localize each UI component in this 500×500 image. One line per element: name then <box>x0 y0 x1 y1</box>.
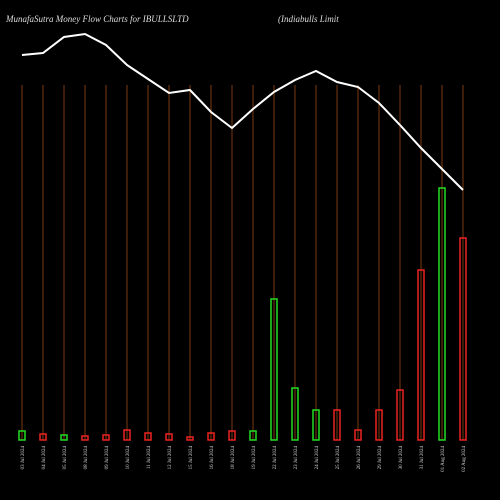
x-tick-label: 12 Jul 2024 <box>168 446 173 470</box>
x-tick-label: 11 Jul 2024 <box>147 446 152 470</box>
x-tick-label: 02 Aug 2024 <box>462 446 467 472</box>
x-tick-label: 18 Jul 2024 <box>231 446 236 470</box>
bar <box>186 436 194 441</box>
x-tick-label: 23 Jul 2024 <box>294 446 299 470</box>
bar <box>207 432 215 441</box>
x-tick-label: 10 Jul 2024 <box>126 446 131 470</box>
x-tick-label: 31 Jul 2024 <box>420 446 425 470</box>
x-tick-label: 09 Jul 2024 <box>105 446 110 470</box>
x-tick-label: 24 Jul 2024 <box>315 446 320 470</box>
x-tick-label: 29 Jul 2024 <box>378 446 383 470</box>
bar <box>249 430 257 441</box>
bar <box>291 387 299 441</box>
bar <box>270 298 278 441</box>
x-tick-label: 30 Jul 2024 <box>399 446 404 470</box>
bar <box>354 429 362 441</box>
bar <box>438 187 446 441</box>
bar <box>312 409 320 441</box>
x-tick-label: 25 Jul 2024 <box>336 446 341 470</box>
x-tick-label: 26 Jul 2024 <box>357 446 362 470</box>
bar <box>396 389 404 441</box>
bar <box>228 430 236 441</box>
bar <box>60 434 68 441</box>
bar <box>144 432 152 441</box>
bar <box>459 237 467 441</box>
bar <box>375 409 383 441</box>
bar <box>417 269 425 441</box>
bar <box>81 435 89 441</box>
x-tick-label: 04 Jul 2024 <box>42 446 47 470</box>
x-tick-label: 16 Jul 2024 <box>210 446 215 470</box>
bar <box>333 409 341 441</box>
x-tick-label: 22 Jul 2024 <box>273 446 278 470</box>
x-tick-label: 01 Aug 2024 <box>441 446 446 472</box>
x-tick-label: 19 Jul 2024 <box>252 446 257 470</box>
bar <box>39 433 47 441</box>
chart-title: MunafaSutra Money Flow Charts for IBULLS… <box>5 14 189 24</box>
bar <box>165 433 173 441</box>
bar <box>123 429 131 441</box>
x-tick-label: 15 Jul 2024 <box>189 446 194 470</box>
bar <box>18 430 26 441</box>
chart-subtitle: (Indiabulls Limit <box>278 14 339 24</box>
bar <box>102 434 110 441</box>
money-flow-line <box>21 32 464 191</box>
x-tick-label: 05 Jul 2024 <box>63 446 68 470</box>
x-tick-label: 08 Jul 2024 <box>84 446 89 470</box>
x-tick-label: 03 Jul 2024 <box>21 446 26 470</box>
